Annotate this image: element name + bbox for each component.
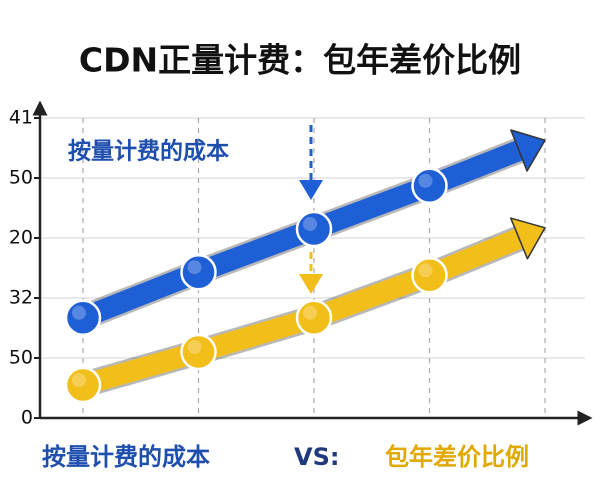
legend-entry: 包年差价比例: [385, 443, 529, 471]
data-point: [180, 253, 217, 291]
arrow-head: [510, 129, 546, 172]
data-point: [180, 333, 217, 371]
point-highlight: [187, 260, 202, 275]
arrow-head: [509, 217, 546, 260]
pointer-head: [299, 274, 323, 294]
point-highlight: [303, 305, 317, 320]
annotation: VS:: [294, 443, 339, 471]
point-highlight: [72, 373, 86, 387]
data-point: [295, 299, 333, 337]
data-point: [64, 366, 102, 404]
data-point: [411, 167, 448, 205]
point-highlight: [72, 305, 86, 320]
y-tick-label: 20: [9, 227, 33, 249]
series-label: 按量计费的成本: [68, 138, 229, 165]
point-highlight: [418, 263, 433, 278]
y-tick-label: 32: [9, 287, 33, 309]
point-highlight: [418, 173, 433, 188]
point-highlight: [187, 340, 202, 354]
chart-title: CDN正量计费：包年差价比例: [79, 41, 521, 80]
legend-entry: 按量计费的成本: [42, 443, 210, 471]
y-tick-label: 50: [9, 347, 33, 369]
data-point: [411, 256, 448, 294]
point-highlight: [303, 217, 317, 231]
y-tick-label: 0: [21, 407, 33, 429]
data-point: [295, 210, 333, 248]
y-tick-label: 50: [9, 167, 33, 189]
data-point: [64, 299, 102, 337]
y-tick-label: 41: [9, 107, 33, 129]
pointer-head: [299, 180, 323, 200]
